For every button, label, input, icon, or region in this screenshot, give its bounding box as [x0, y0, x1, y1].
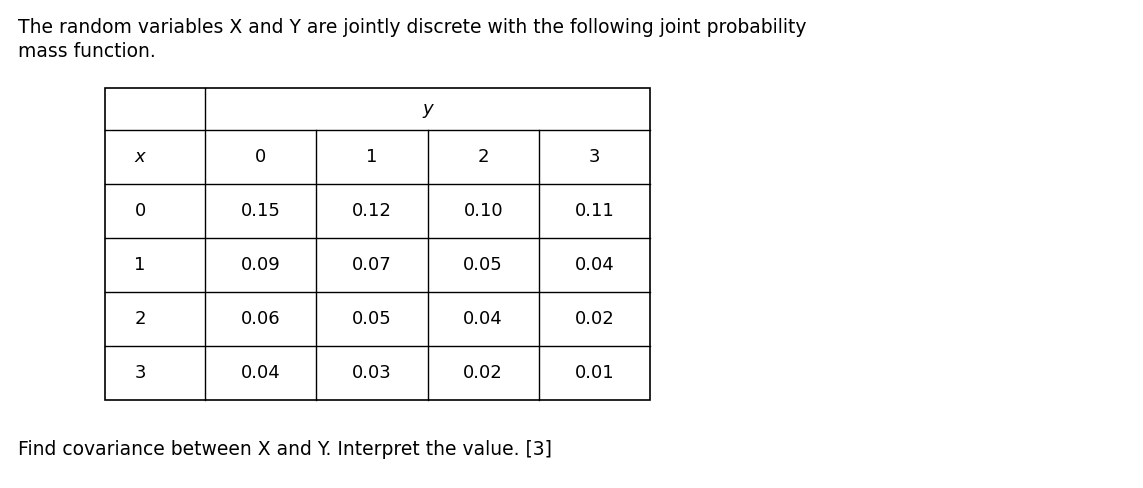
Text: 0.09: 0.09: [241, 256, 281, 274]
Text: 0.02: 0.02: [575, 310, 614, 328]
Text: Find covariance between X and Y. Interpret the value. [3]: Find covariance between X and Y. Interpr…: [18, 440, 552, 459]
Text: 0: 0: [135, 202, 145, 220]
Text: 0: 0: [255, 148, 266, 165]
Bar: [105, 88, 650, 400]
Text: 0.01: 0.01: [575, 364, 614, 382]
Text: 2: 2: [135, 310, 146, 328]
Text: 0.06: 0.06: [241, 310, 280, 328]
Text: 0.04: 0.04: [575, 256, 614, 274]
Text: 0.05: 0.05: [463, 256, 503, 274]
Text: 3: 3: [589, 148, 600, 165]
Text: 0.04: 0.04: [463, 310, 503, 328]
Text: 0.07: 0.07: [352, 256, 392, 274]
Text: 0.03: 0.03: [352, 364, 392, 382]
Text: 0.12: 0.12: [352, 202, 392, 220]
Text: 1: 1: [135, 256, 146, 274]
Text: 2: 2: [478, 148, 489, 165]
Text: x: x: [135, 148, 145, 165]
Text: 0.11: 0.11: [575, 202, 614, 220]
Text: The random variables X and Y are jointly discrete with the following joint proba: The random variables X and Y are jointly…: [18, 18, 807, 37]
Text: 0.04: 0.04: [241, 364, 281, 382]
Text: 3: 3: [135, 364, 146, 382]
Text: 0.05: 0.05: [352, 310, 392, 328]
Text: 0.10: 0.10: [463, 202, 503, 220]
Text: 0.15: 0.15: [241, 202, 281, 220]
Text: mass function.: mass function.: [18, 42, 155, 61]
Text: 0.02: 0.02: [463, 364, 503, 382]
Text: 1: 1: [366, 148, 377, 165]
Text: y: y: [422, 100, 433, 118]
